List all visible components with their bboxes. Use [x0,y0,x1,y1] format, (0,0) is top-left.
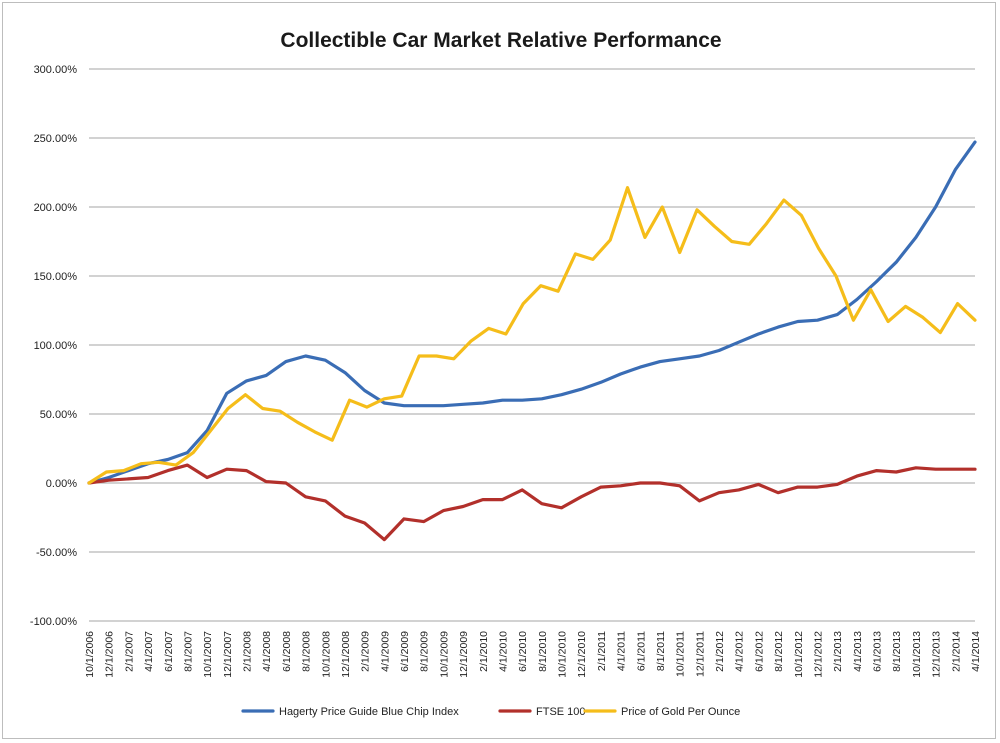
x-tick-label: 12/1/2013 [931,631,943,678]
x-tick-label: 10/1/2010 [557,631,569,678]
x-tick-label: 2/1/2010 [478,631,490,672]
x-tick-label: 10/1/2006 [84,631,96,678]
x-tick-label: 4/1/2008 [261,631,273,672]
x-tick-label: 12/1/2010 [576,631,588,678]
chart-title: Collectible Car Market Relative Performa… [280,29,721,52]
y-tick-label: 200.00% [34,202,78,214]
y-tick-label: 50.00% [40,409,78,421]
x-tick-label: 4/1/2014 [970,631,982,672]
x-tick-label: 8/1/2009 [419,631,431,672]
x-tick-label: 4/1/2007 [143,631,155,672]
x-tick-label: 8/1/2011 [655,631,667,671]
x-tick-label: 10/1/2011 [675,631,687,677]
series-line-2 [87,186,977,485]
x-tick-label: 12/1/2007 [222,631,234,678]
x-tick-label: 2/1/2014 [950,631,962,672]
x-tick-label: 12/1/2006 [104,631,116,678]
x-tick-label: 12/1/2012 [812,631,824,678]
series-line-1 [87,463,977,542]
line-chart: Collectible Car Market Relative Performa… [30,29,982,718]
x-tick-label: 8/1/2007 [182,631,194,672]
x-tick-label: 2/1/2008 [242,631,254,672]
x-tick-label: 4/1/2010 [497,631,509,672]
y-tick-label: 0.00% [46,478,77,490]
x-tick-label: 2/1/2007 [123,631,135,672]
x-tick-label: 4/1/2013 [852,631,864,672]
x-tick-label: 6/1/2012 [753,631,765,672]
x-tick-label: 10/1/2013 [911,631,923,678]
x-tick-label: 6/1/2008 [281,631,293,672]
y-axis-tick-labels: 300.00% 250.00% 200.00% 150.00% 100.00% 50.00… [30,64,77,628]
y-tick-label: 250.00% [34,133,78,145]
x-tick-label: 6/1/2013 [872,631,884,672]
x-tick-label: 12/1/2008 [340,631,352,678]
x-tick-label: 10/1/2012 [793,631,805,678]
x-tick-label: 8/1/2010 [537,631,549,672]
legend-label-0: Hagerty Price Guide Blue Chip Index [279,706,459,718]
x-tick-label: 10/1/2007 [202,631,214,678]
x-tick-label: 4/1/2009 [379,631,391,672]
series-lines [87,140,977,542]
x-tick-label: 8/1/2013 [891,631,903,672]
x-tick-label: 2/1/2011 [596,631,608,671]
legend: Hagerty Price Guide Blue Chip Index FTSE … [241,706,740,718]
series-line-0 [87,140,977,485]
y-tick-label: 150.00% [34,271,78,283]
x-tick-label: 12/1/2009 [458,631,470,678]
x-tick-label: 12/1/2011 [694,631,706,677]
gridlines [89,68,975,622]
legend-label-2: Price of Gold Per Ounce [621,706,740,718]
legend-label-1: FTSE 100 [536,706,586,718]
x-tick-label: 2/1/2009 [360,631,372,672]
y-tick-label: 300.00% [34,64,78,76]
x-tick-label: 4/1/2011 [616,631,628,671]
x-tick-label: 10/1/2008 [320,631,332,678]
x-tick-label: 10/1/2009 [438,631,450,678]
x-tick-label: 6/1/2009 [399,631,411,672]
x-tick-label: 2/1/2012 [714,631,726,672]
y-tick-label: 100.00% [34,340,78,352]
y-tick-label: -50.00% [36,547,77,559]
x-axis-tick-labels: 10/1/2006 12/1/2006 2/1/2007 4/1/2007 6/1/20… [84,631,982,678]
x-tick-label: 6/1/2011 [635,631,647,671]
x-tick-label: 6/1/2010 [517,631,529,672]
x-tick-label: 8/1/2012 [773,631,785,672]
x-tick-label: 2/1/2013 [832,631,844,672]
x-tick-label: 6/1/2007 [163,631,175,672]
x-tick-label: 4/1/2012 [734,631,746,672]
x-tick-label: 8/1/2008 [301,631,313,672]
y-tick-label: -100.00% [30,616,77,628]
